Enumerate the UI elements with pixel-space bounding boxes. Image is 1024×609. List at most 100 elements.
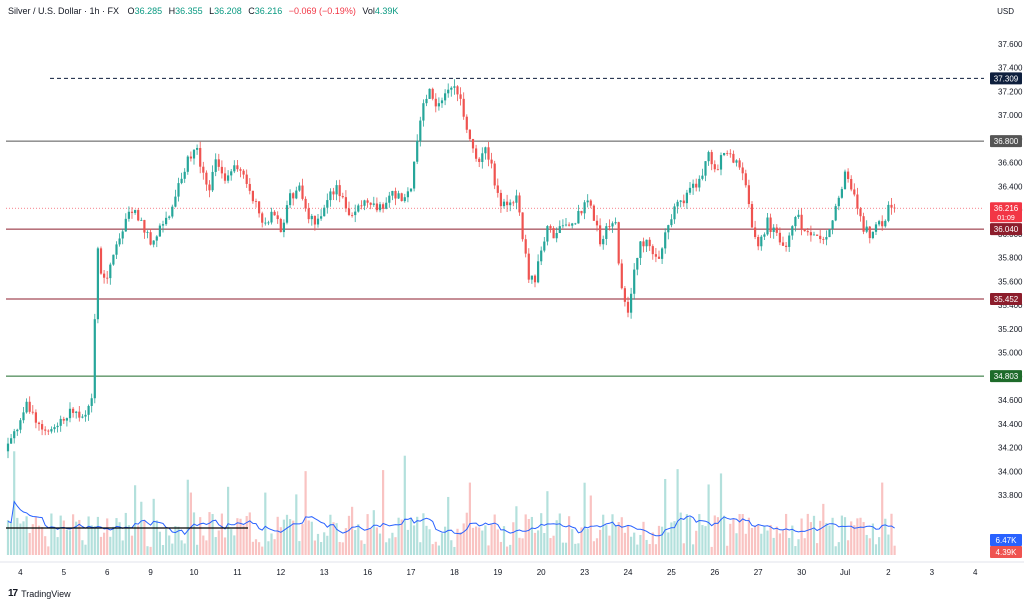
volume-bar	[738, 514, 741, 555]
candle-body	[527, 253, 530, 280]
volume-bar	[115, 518, 118, 555]
time-tick-label: 30	[797, 568, 806, 577]
volume-bar	[639, 534, 642, 555]
volume-bar	[834, 546, 837, 555]
volume-bar	[633, 532, 636, 555]
price-tick-label: 36.400	[998, 182, 1023, 191]
candle-body	[595, 220, 599, 226]
volume-bar	[574, 543, 577, 555]
candle-body	[96, 248, 99, 320]
candle-body	[382, 204, 385, 209]
candle-body	[741, 167, 744, 174]
volume-bar	[794, 546, 797, 555]
volume-bar	[549, 538, 552, 555]
candle-body	[546, 226, 549, 242]
volume-bar	[444, 526, 447, 555]
candle-body	[174, 196, 177, 207]
volume-bars	[6, 451, 896, 555]
volume-bar	[183, 543, 186, 555]
candle-body	[794, 217, 797, 227]
candle-body	[484, 147, 487, 154]
candle-body	[574, 223, 577, 225]
candle-body	[533, 275, 537, 283]
volume-bar	[812, 515, 816, 555]
volume-bar	[295, 494, 298, 555]
volume-bar	[378, 533, 382, 555]
volume-bar	[732, 518, 735, 555]
candle-body	[230, 171, 233, 176]
candle-body	[143, 219, 146, 233]
candle-body	[673, 206, 676, 220]
time-tick-label: 26	[710, 568, 719, 577]
volume-bar	[611, 514, 614, 555]
time-tick-label: 10	[190, 568, 199, 577]
time-tick-label: 4	[973, 568, 978, 577]
candle-body	[878, 221, 881, 225]
candle-body	[137, 210, 140, 221]
volume-bar	[375, 527, 378, 555]
volume-bar	[772, 537, 775, 555]
volume-bar	[338, 541, 341, 555]
candle-body	[850, 178, 853, 190]
volume-bar	[180, 540, 183, 555]
volume-tag	[990, 546, 1022, 558]
candle-body	[744, 173, 747, 186]
candle-body	[760, 236, 763, 247]
candle-body	[682, 200, 685, 204]
candle-body	[62, 418, 65, 421]
volume-bar	[502, 526, 506, 555]
candle-body	[605, 226, 608, 239]
price-level-tag	[990, 223, 1022, 236]
candle-body	[583, 202, 586, 214]
price-level-tag	[990, 72, 1022, 85]
candle-body	[493, 163, 496, 186]
volume-bar	[279, 527, 282, 555]
volume-bar	[791, 525, 794, 555]
candle-body	[487, 147, 490, 160]
candle-body	[431, 88, 434, 99]
volume-bar	[84, 544, 87, 555]
currency-label[interactable]: USD	[997, 7, 1014, 16]
volume-bar	[630, 536, 633, 555]
volume-bar	[595, 538, 599, 555]
volume-bar	[468, 482, 471, 555]
volume-bar	[499, 541, 502, 555]
volume-bar	[493, 514, 496, 555]
volume-bar	[211, 514, 214, 555]
candle-body	[676, 201, 679, 207]
volume-bar	[301, 523, 304, 555]
volume-bar	[208, 512, 211, 555]
candle-body	[13, 431, 16, 439]
volume-bar	[887, 534, 890, 555]
candle-body	[295, 190, 298, 199]
volume-bar	[130, 535, 134, 555]
candle-body	[289, 193, 292, 206]
candle-body	[292, 193, 295, 199]
volume-bar	[744, 533, 747, 555]
candle-body	[788, 235, 791, 247]
candle-body	[267, 222, 270, 224]
candle-body	[189, 156, 192, 159]
tradingview-logo[interactable]: 17 TradingView	[8, 588, 71, 599]
candle-body	[406, 191, 409, 198]
candle-body	[778, 232, 781, 243]
close-label: C	[248, 6, 255, 16]
candle-body	[766, 217, 769, 235]
volume-bar	[425, 525, 428, 555]
volume-bar	[586, 529, 589, 555]
candle-body	[161, 224, 165, 226]
price-tick-label: 34.600	[998, 396, 1023, 405]
volume-bar	[819, 520, 822, 555]
volume-bar	[682, 543, 685, 555]
candle-body	[388, 195, 391, 203]
volume-bar	[394, 537, 397, 555]
volume-value: 4.39K	[374, 6, 399, 16]
candle-body	[109, 264, 112, 279]
current-price-tag	[990, 202, 1022, 223]
candle-body	[106, 277, 109, 279]
time-tick-label: 25	[667, 568, 676, 577]
candle-body	[490, 159, 493, 164]
volume-bar	[47, 546, 50, 555]
